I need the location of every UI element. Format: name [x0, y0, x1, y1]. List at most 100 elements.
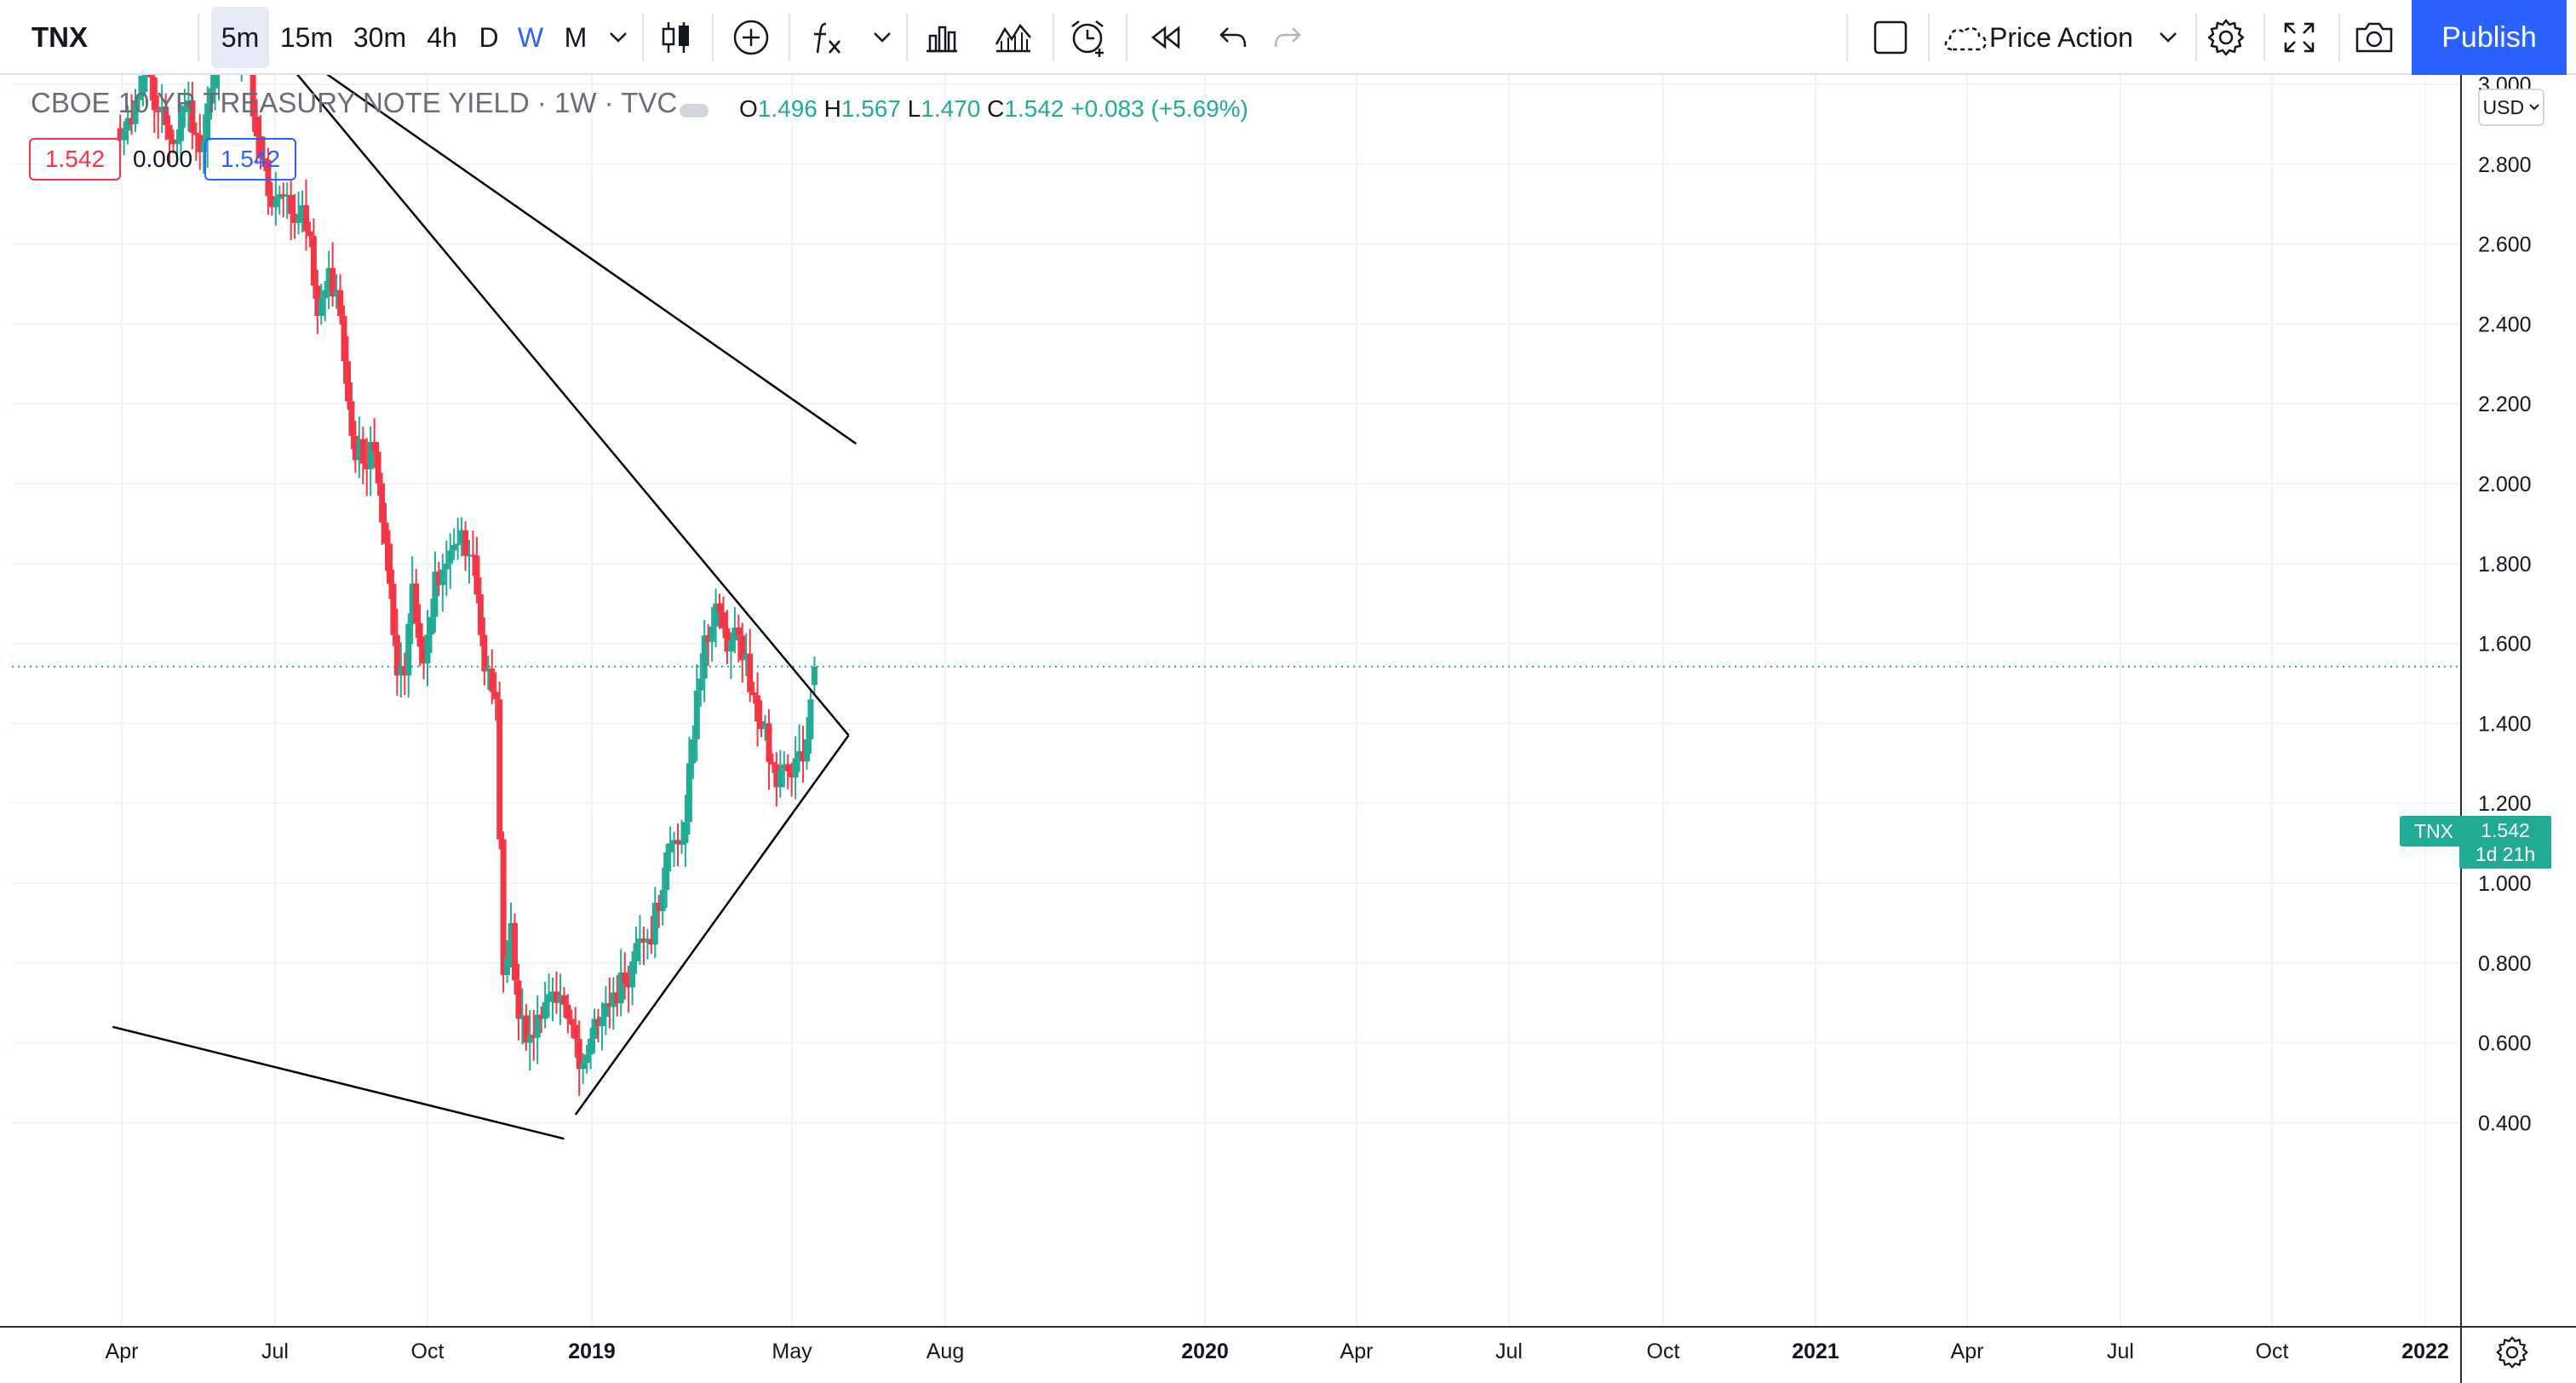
trendline[interactable] [219, 75, 850, 737]
candle-body [189, 100, 196, 133]
candle-body [701, 635, 708, 679]
fullscreen-box-icon[interactable] [1865, 7, 1916, 68]
close-value: 1.542 [1004, 95, 1064, 122]
price-axis-label: 0.600 [2478, 1032, 2532, 1056]
template-name-label[interactable]: Price Action [1989, 21, 2133, 53]
alarm-icon[interactable] [1063, 7, 1114, 68]
candle-body [204, 103, 211, 141]
candle-body [754, 695, 761, 722]
price-axis-label: 0.400 [2478, 1111, 2532, 1135]
trendline[interactable] [574, 734, 850, 1116]
time-axis-label: Oct [411, 1340, 445, 1363]
candle-body [686, 763, 692, 823]
candle-body [314, 285, 321, 317]
candle-body [500, 839, 507, 975]
candle-body [659, 890, 666, 911]
legend-more-icon[interactable] [680, 104, 709, 118]
price-axis-label: 2.600 [2478, 233, 2532, 257]
interval-w-button[interactable]: W [517, 21, 544, 53]
candle-body [185, 100, 192, 106]
candle-body [784, 764, 791, 772]
candle-body [390, 583, 397, 635]
candle-body [341, 316, 347, 362]
scale-settings-gear-icon[interactable] [2493, 1334, 2531, 1371]
publish-button[interactable]: Publish [2412, 0, 2567, 75]
candle-body [284, 194, 290, 197]
candle-body [295, 215, 302, 223]
candle-body [359, 439, 366, 464]
redo-icon[interactable] [1264, 7, 1311, 68]
price-chart[interactable]: 0.400 0.600 0.800 1.000 1.200 1.400 1.600 1.800… [0, 75, 2576, 1383]
candle-body [511, 922, 518, 981]
sell-price-button[interactable]: 1.542 [29, 138, 121, 181]
line-chart-icon[interactable] [988, 7, 1039, 68]
candle-body [364, 463, 370, 469]
interval-5m-button[interactable]: 5m [211, 7, 269, 68]
candle-body [485, 669, 491, 672]
candle-body [405, 623, 412, 676]
symbol-price-tag: TNX [2400, 816, 2468, 846]
candle-body [273, 198, 279, 208]
candle-body [200, 140, 207, 152]
cloud-icon[interactable] [1940, 7, 1991, 68]
candle-body [542, 1001, 548, 1019]
currency-selector[interactable]: USD [2478, 89, 2544, 126]
price-axis-label: 0.800 [2478, 952, 2532, 976]
expand-icon[interactable] [2274, 7, 2325, 68]
candle-body [447, 550, 454, 564]
toolbar-divider [642, 14, 644, 61]
candle-body [572, 1024, 579, 1039]
interval-d-button[interactable]: D [479, 21, 499, 53]
top-toolbar: TNX 5m 15m 30m 4h D W M [0, 0, 2576, 75]
candle-body [629, 961, 636, 988]
interval-m-button[interactable]: M [564, 21, 588, 53]
chevron-down-icon[interactable] [601, 7, 635, 68]
trendline[interactable] [112, 75, 858, 445]
candle-body [644, 938, 651, 943]
candle-body [606, 1003, 613, 1007]
candle-body [625, 983, 632, 988]
symbol-search-button[interactable]: TNX [32, 21, 88, 53]
candle-body [280, 194, 287, 197]
candle-body [140, 75, 146, 96]
candle-body [636, 938, 643, 944]
chevron-down-icon [2529, 104, 2540, 111]
plus-circle-icon[interactable] [724, 7, 778, 68]
candle-body [375, 451, 382, 484]
fx-icon[interactable] [804, 7, 852, 68]
candle-body [656, 903, 663, 911]
trendlines[interactable] [112, 75, 858, 1140]
series-legend-title[interactable]: CBOE 10 YR TREASURY NOTE YIELD · 1W · TV… [31, 87, 678, 118]
undo-icon[interactable] [1209, 7, 1257, 68]
gear-icon[interactable] [2200, 7, 2252, 68]
camera-icon[interactable] [2347, 7, 2401, 68]
chevron-down-icon[interactable] [2153, 7, 2183, 68]
toolbar-divider [1053, 14, 1054, 61]
candle-body [155, 110, 162, 112]
trendline[interactable] [112, 1025, 565, 1140]
candle-body [724, 628, 731, 651]
price-axis-label: 1.800 [2478, 553, 2532, 577]
candle-body [492, 692, 499, 700]
bar-chart-icon[interactable] [916, 7, 967, 68]
toolbar-divider [2338, 14, 2340, 61]
price-axis-label: 2.200 [2478, 393, 2532, 416]
buy-price-button[interactable]: 1.542 [204, 138, 296, 181]
candle-body [789, 771, 795, 778]
last-price-tag: 1.542 1d 21h [2459, 816, 2551, 869]
candles-icon[interactable] [652, 7, 700, 68]
candle-body [147, 75, 154, 77]
candle-body [678, 843, 685, 846]
time-axis-label: Apr [106, 1340, 139, 1363]
candle-body [435, 571, 442, 586]
chevron-down-icon[interactable] [865, 7, 899, 68]
candle-body [651, 903, 658, 945]
rewind-icon[interactable] [1139, 7, 1190, 68]
time-axis-label: Apr [1951, 1340, 1984, 1363]
candle-body [769, 761, 776, 765]
candle-body [588, 1038, 594, 1055]
interval-30m-button[interactable]: 30m [353, 21, 407, 53]
candle-body [735, 627, 742, 636]
interval-4h-button[interactable]: 4h [427, 21, 457, 53]
interval-15m-button[interactable]: 15m [279, 21, 334, 53]
